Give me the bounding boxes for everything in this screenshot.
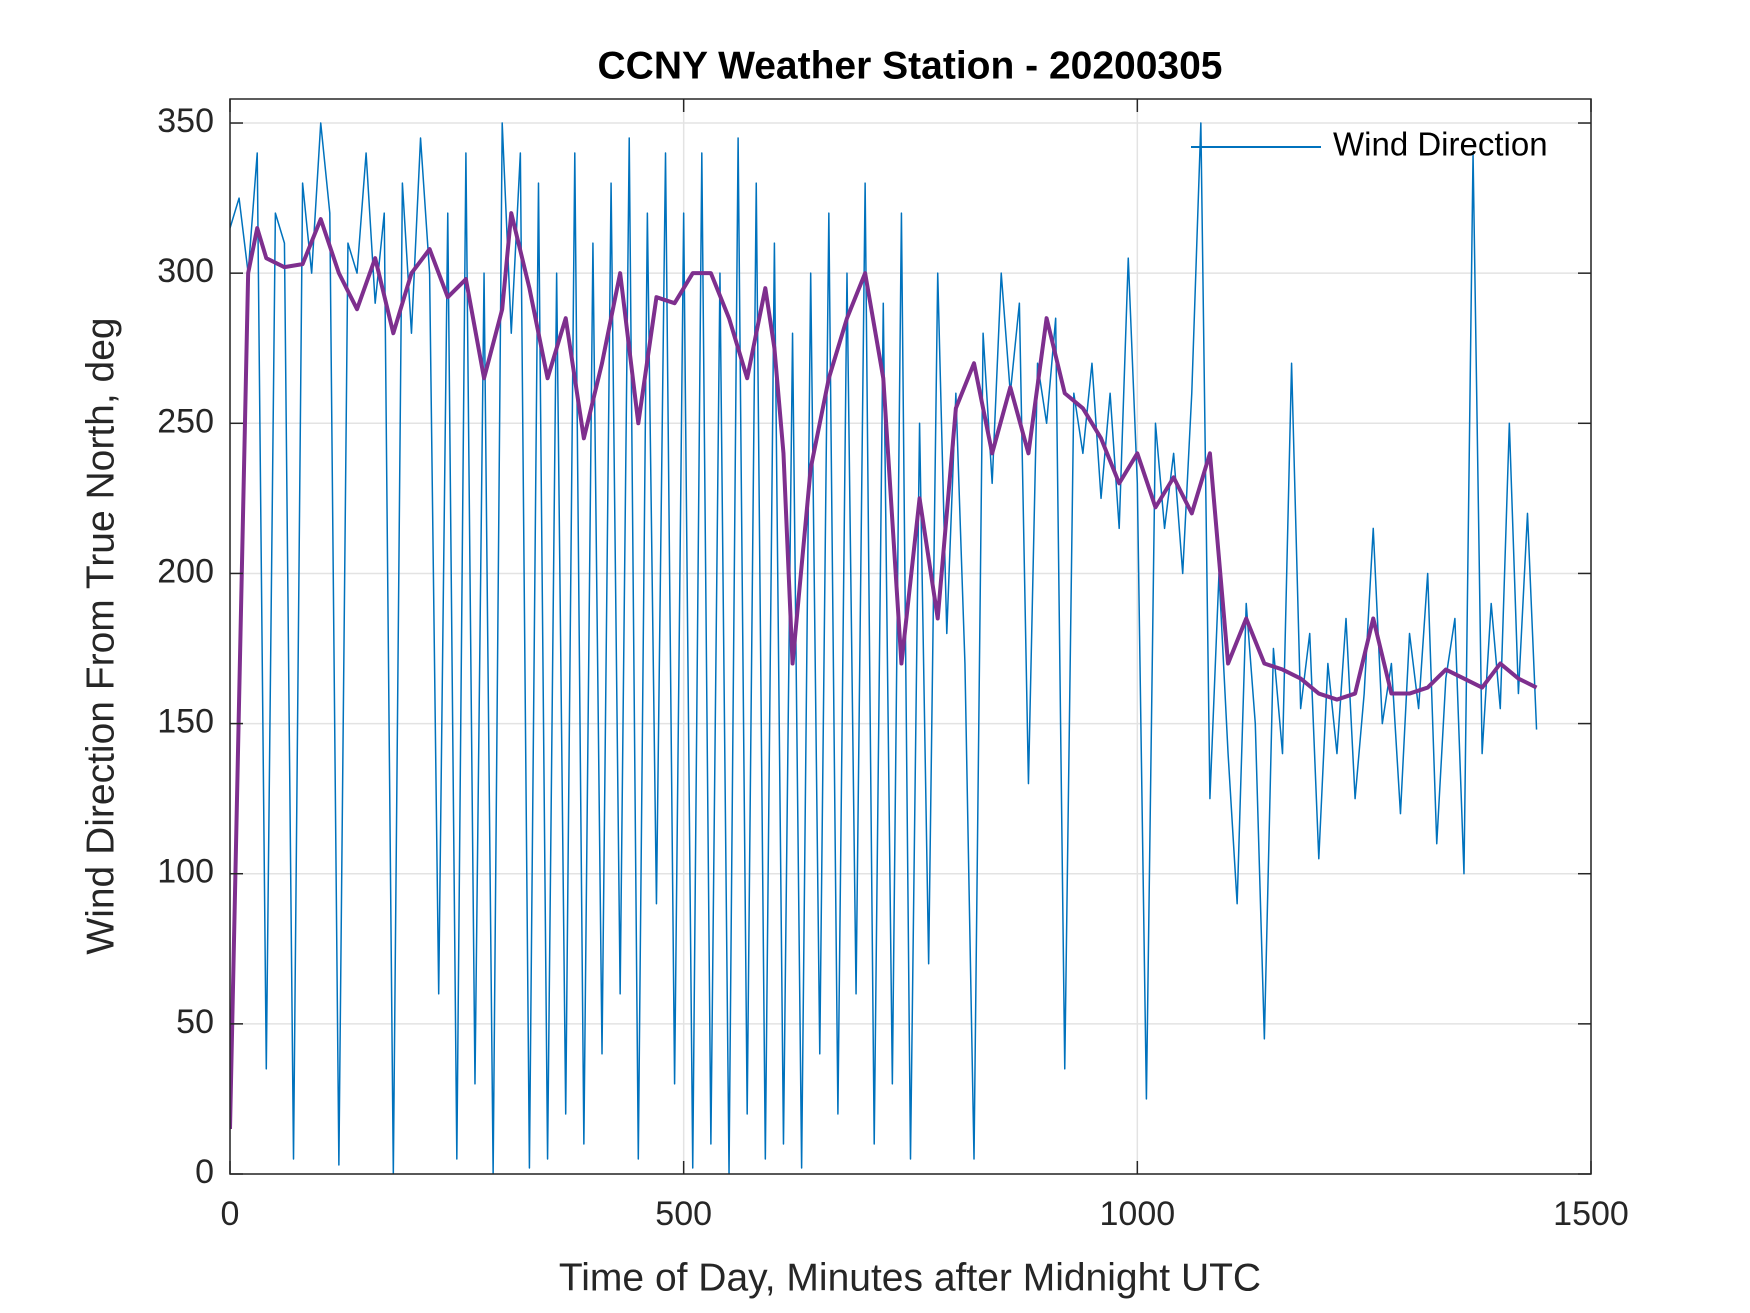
data-line bbox=[230, 211, 1538, 1130]
y-tick-label: 200 bbox=[157, 552, 214, 590]
y-tick-label: 250 bbox=[157, 402, 214, 440]
x-tick-label: 1500 bbox=[1553, 1195, 1629, 1233]
axes-box bbox=[229, 98, 1592, 1175]
y-tick-label: 0 bbox=[195, 1153, 214, 1191]
x-tick-label: 1000 bbox=[1100, 1195, 1176, 1233]
x-tick-label: 500 bbox=[655, 1195, 712, 1233]
y-axis-label: Wind Direction From True North, deg bbox=[79, 317, 122, 954]
y-tick-label: 300 bbox=[157, 252, 214, 290]
y-tick-label: 350 bbox=[157, 102, 214, 140]
x-tick-label: 0 bbox=[221, 1195, 240, 1233]
y-tick-label: 150 bbox=[157, 703, 214, 741]
x-axis-label: Time of Day, Minutes after Midnight UTC bbox=[559, 1256, 1261, 1299]
legend-label: Wind Direction bbox=[1333, 126, 1548, 163]
data-line bbox=[230, 122, 1538, 1174]
y-tick-label: 50 bbox=[176, 1003, 214, 1041]
chart-title: CCNY Weather Station - 20200305 bbox=[598, 44, 1223, 87]
y-tick-label: 100 bbox=[157, 853, 214, 891]
legend: Wind Direction bbox=[1191, 126, 1548, 163]
